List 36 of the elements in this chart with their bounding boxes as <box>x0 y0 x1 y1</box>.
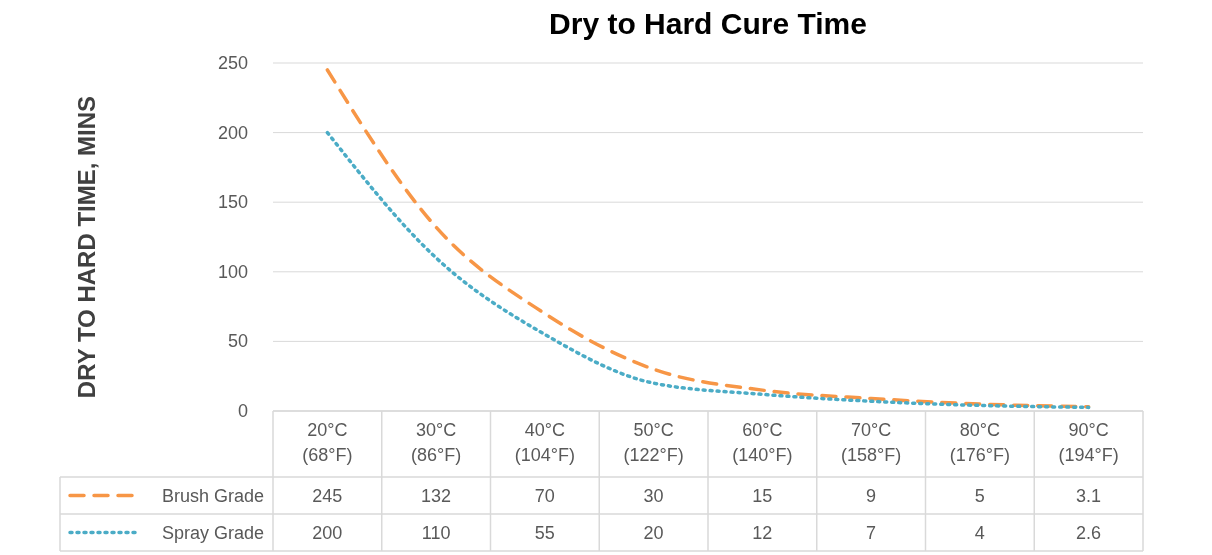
y-tick-label: 250 <box>217 53 248 73</box>
data-label: 3.1 <box>1076 485 1102 506</box>
y-tick-label: 0 <box>237 401 248 421</box>
y-tick-label: 150 <box>217 192 248 213</box>
x-tick-label: 80°C (176°F) <box>949 420 1010 465</box>
data-label: 9 <box>866 485 877 506</box>
y-tick-label: 100 <box>217 261 248 282</box>
data-label: 55 <box>534 522 555 543</box>
legend-label: Brush Grade <box>161 485 264 506</box>
data-label: 20 <box>643 522 664 543</box>
chart-title: Dry to Hard Cure Time <box>549 7 867 40</box>
line-series <box>325 68 1091 409</box>
data-label: 12 <box>752 522 773 543</box>
x-tick-label: 30°C (86°F) <box>411 420 462 465</box>
data-label: 5 <box>974 485 985 506</box>
line-series <box>325 130 1091 410</box>
x-tick-label: 90°C (194°F) <box>1058 420 1119 465</box>
data-label: 30 <box>643 485 664 506</box>
x-tick-label: 50°C (122°F) <box>623 420 684 465</box>
data-label: 132 <box>421 485 452 506</box>
y-tick-label: 200 <box>217 122 248 143</box>
x-tick-label: 60°C (140°F) <box>732 420 793 465</box>
data-label: 2.6 <box>1076 522 1102 543</box>
data-label: 15 <box>752 485 773 506</box>
legend-label: Spray Grade <box>161 522 264 543</box>
y-tick-label: 50 <box>227 331 248 352</box>
data-label: 110 <box>421 522 451 543</box>
y-axis-title: DRY TO HARD TIME, MINS <box>73 95 100 399</box>
data-label: 4 <box>974 522 985 543</box>
x-tick-label: 40°C (104°F) <box>514 420 575 465</box>
x-tick-label: 20°C (68°F) <box>302 420 353 465</box>
data-label: 70 <box>534 485 555 506</box>
data-label: 7 <box>866 522 877 543</box>
data-label: 245 <box>312 485 343 506</box>
x-tick-label: 70°C (158°F) <box>841 420 902 465</box>
data-label: 200 <box>312 522 343 543</box>
